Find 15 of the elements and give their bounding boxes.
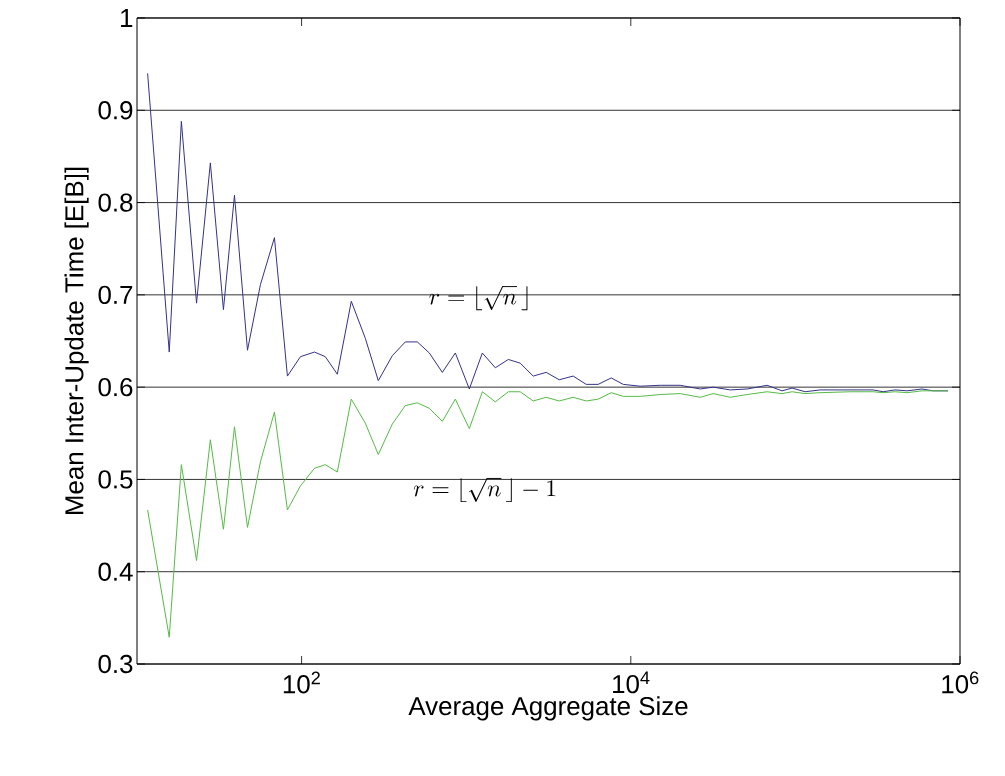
- y-tick-label: 0.4: [98, 562, 133, 581]
- y-tick-label: 0.8: [98, 193, 133, 212]
- y-tick-label: 0.5: [98, 470, 133, 489]
- annotation: $r=\left\lfloor\sqrt{n}\,\right\rfloor-1$: [413, 477, 556, 503]
- x-tick-label: 10$^{2}$: [283, 671, 320, 694]
- y-tick-label: 0.3: [98, 654, 133, 674]
- y-tick-label: 0.6: [98, 377, 133, 397]
- y-tick-label: 1: [121, 9, 133, 27]
- y-axis-title: Mean Inter-Update Time [E[B]]: [64, 167, 89, 515]
- y-tick-label: 0.7: [98, 285, 133, 305]
- y-tick-label: 0.9: [98, 101, 133, 120]
- x-tick-label: 10$^{6}$: [942, 671, 979, 694]
- x-tick-label: 10$^{4}$: [613, 671, 650, 694]
- x-axis-title: Average Aggregate Size: [408, 696, 688, 721]
- annotation: $r=\left\lfloor\sqrt{n}\,\right\rfloor$: [429, 286, 528, 311]
